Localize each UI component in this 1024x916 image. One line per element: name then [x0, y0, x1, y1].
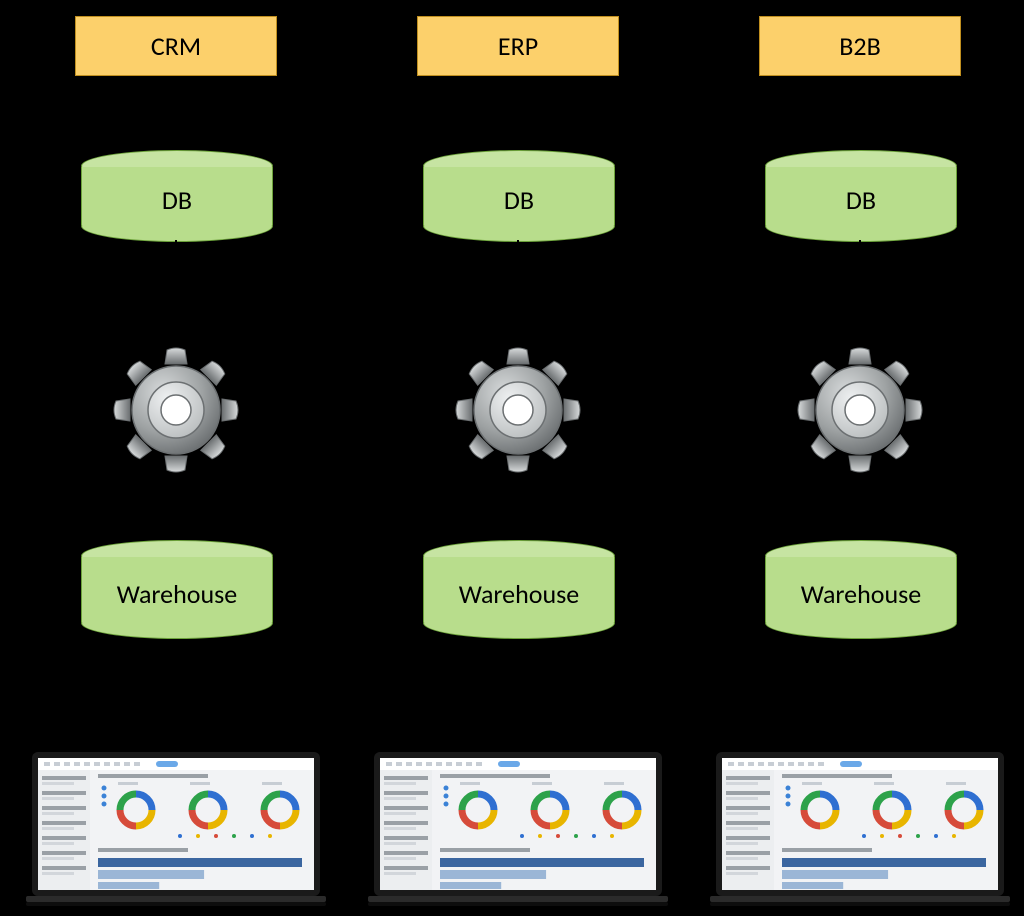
arrow-2	[175, 484, 177, 528]
warehouse-cylinder-0: Warehouse	[81, 540, 271, 639]
dashboard-laptop-icon	[710, 752, 1010, 908]
arrow-3	[175, 648, 177, 736]
db-cylinder-0: DB	[81, 150, 271, 242]
arrow-1	[517, 240, 519, 326]
source-label: B2B	[839, 30, 880, 62]
arrow-2	[859, 484, 861, 528]
source-box-crm: CRM	[75, 16, 277, 76]
arrow-1	[175, 240, 177, 326]
source-label: ERP	[498, 30, 538, 62]
cylinder-label: DB	[846, 184, 876, 216]
arrow-0	[517, 76, 519, 138]
arrow-3	[517, 648, 519, 736]
arrow-2	[517, 484, 519, 528]
arrow-0	[859, 76, 861, 138]
arrow-3	[859, 648, 861, 736]
cylinder-label: Warehouse	[459, 578, 579, 610]
cylinder-label: DB	[504, 184, 534, 216]
gear-icon	[448, 340, 588, 480]
source-box-erp: ERP	[417, 16, 619, 76]
arrow-1	[859, 240, 861, 326]
arrow-0	[175, 76, 177, 138]
dashboard-laptop-icon	[26, 752, 326, 908]
db-cylinder-2: DB	[765, 150, 955, 242]
gear-icon	[106, 340, 246, 480]
cylinder-label: Warehouse	[801, 578, 921, 610]
source-label: CRM	[151, 30, 201, 62]
cylinder-label: Warehouse	[117, 578, 237, 610]
warehouse-cylinder-2: Warehouse	[765, 540, 955, 639]
source-box-b2b: B2B	[759, 16, 961, 76]
cylinder-label: DB	[162, 184, 192, 216]
dashboard-laptop-icon	[368, 752, 668, 908]
db-cylinder-1: DB	[423, 150, 613, 242]
gear-icon	[790, 340, 930, 480]
warehouse-cylinder-1: Warehouse	[423, 540, 613, 639]
